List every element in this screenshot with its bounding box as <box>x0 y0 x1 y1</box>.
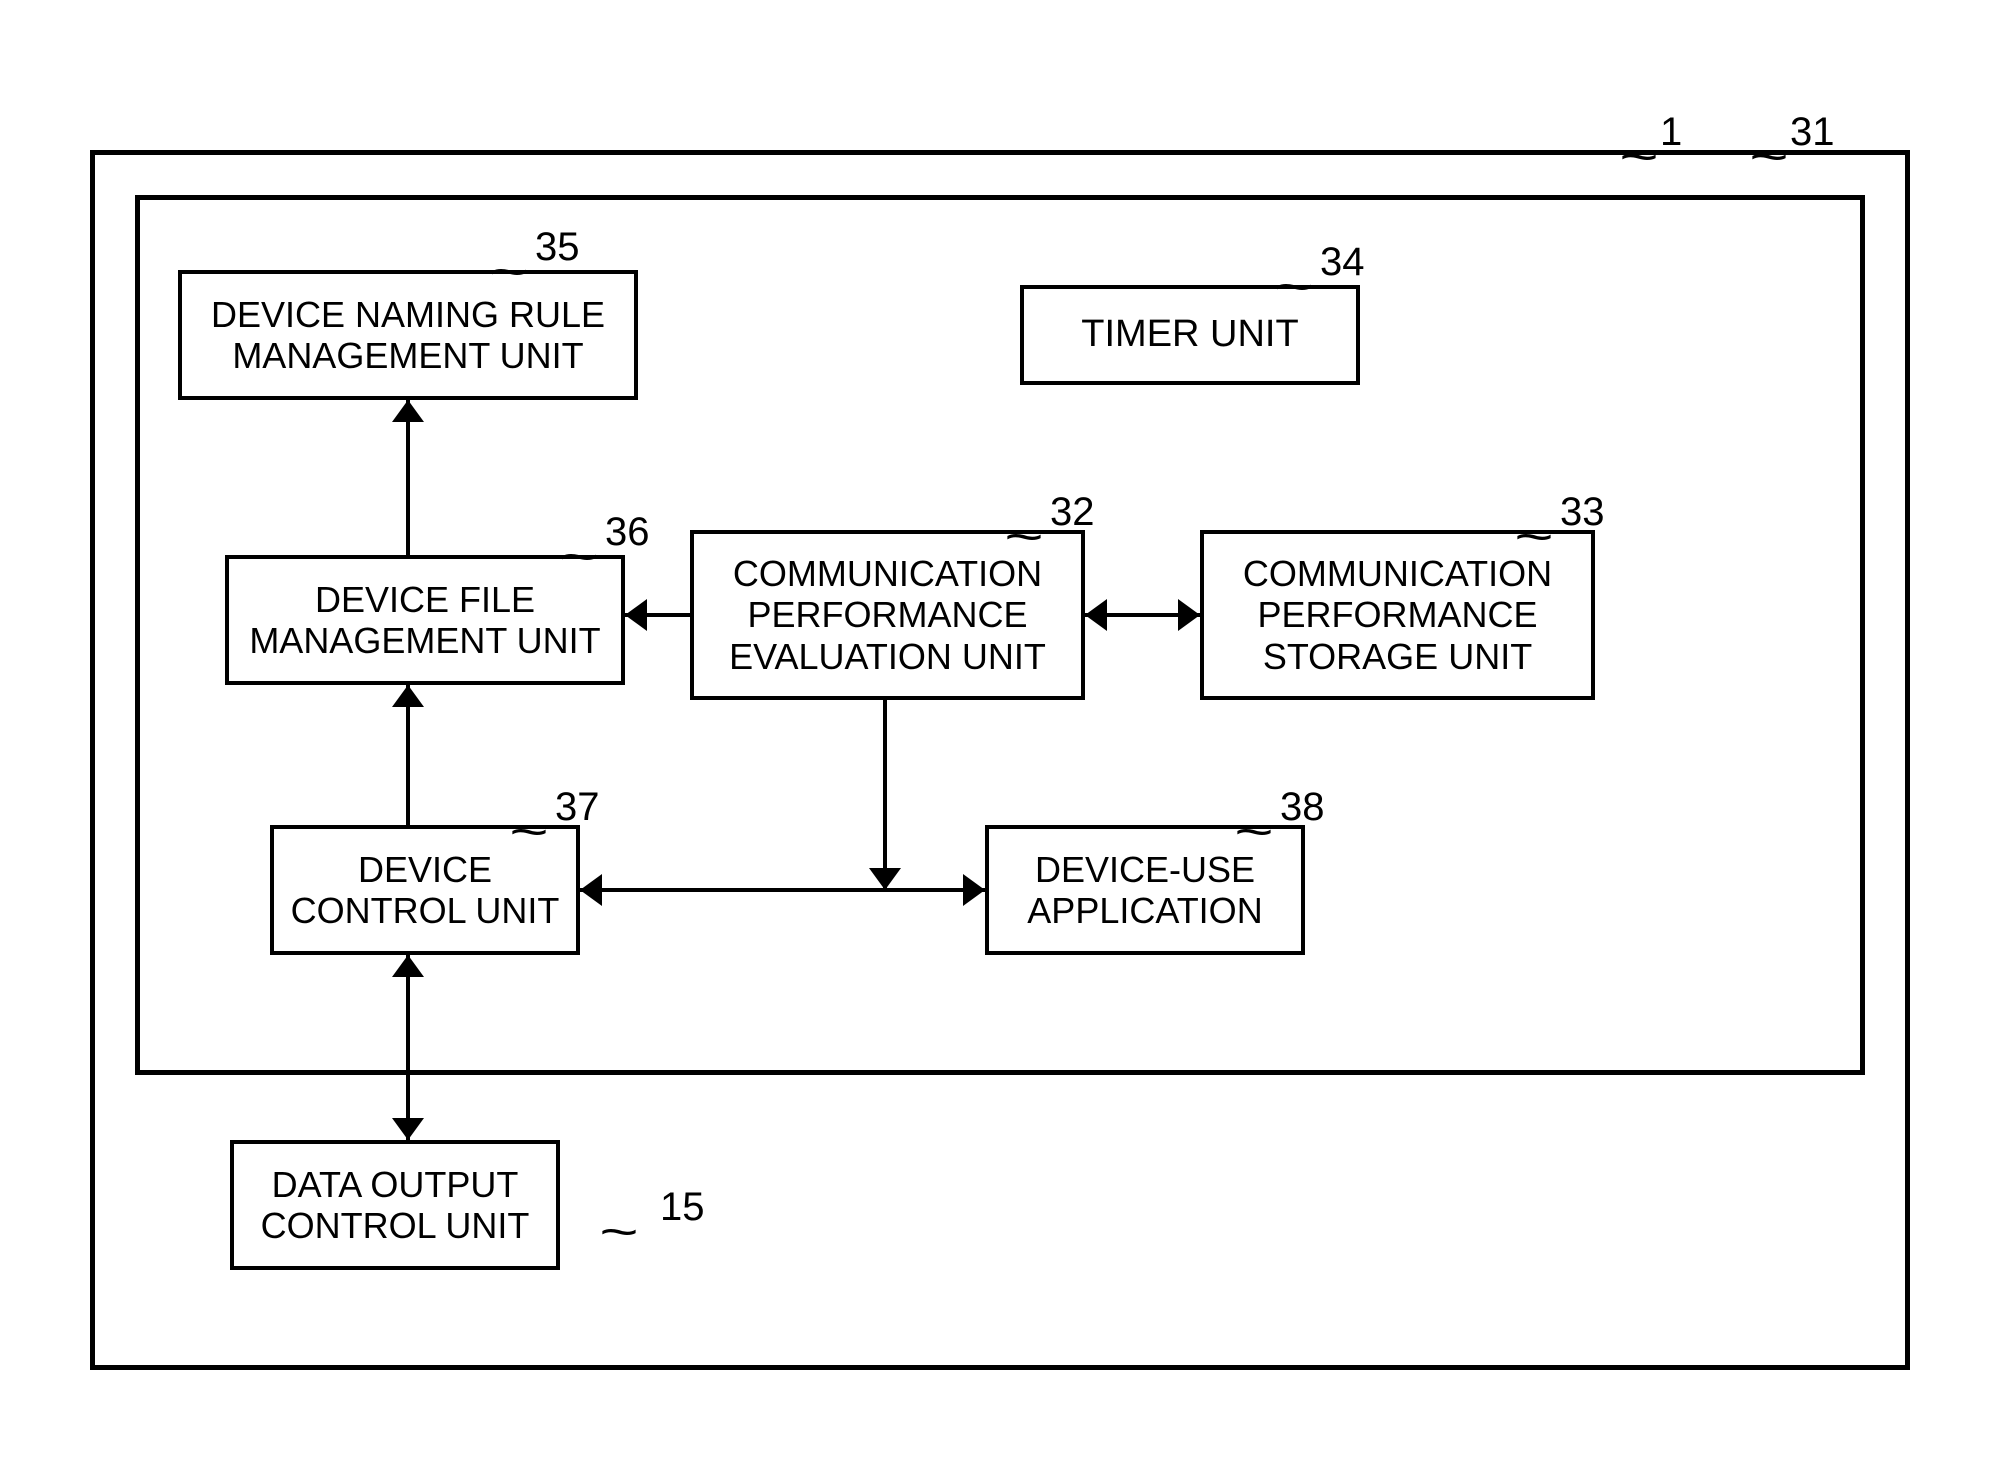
ref-label-1: 1 <box>1660 110 1682 155</box>
leader-tilde: ~ <box>1234 805 1273 860</box>
node-label: DEVICE FILEMANAGEMENT UNIT <box>249 579 600 662</box>
leader-tilde: ~ <box>1514 510 1553 565</box>
ref-label-34: 34 <box>1320 240 1365 285</box>
ref-label-35: 35 <box>535 225 580 270</box>
ref-label-15: 15 <box>660 1185 705 1230</box>
node-label: DATA OUTPUTCONTROL UNIT <box>261 1164 530 1247</box>
leader-tilde: ~ <box>489 245 528 300</box>
leader-tilde: ~ <box>1004 510 1043 565</box>
leader-tilde: ~ <box>599 1205 638 1260</box>
diagram-canvas: DEVICE NAMING RULEMANAGEMENT UNIT TIMER … <box>0 0 2000 1478</box>
leader-tilde: ~ <box>509 805 548 860</box>
ref-label-36: 36 <box>605 510 650 555</box>
node-label: TIMER UNIT <box>1081 313 1298 357</box>
node-data-output-control: DATA OUTPUTCONTROL UNIT <box>230 1140 560 1270</box>
leader-tilde: ~ <box>1619 130 1658 185</box>
node-label: COMMUNICATIONPERFORMANCESTORAGE UNIT <box>1243 553 1552 677</box>
leader-tilde: ~ <box>1274 260 1313 315</box>
ref-label-31: 31 <box>1790 110 1835 155</box>
node-label: DEVICE NAMING RULEMANAGEMENT UNIT <box>211 294 605 377</box>
ref-label-32: 32 <box>1050 490 1095 535</box>
ref-label-37: 37 <box>555 785 600 830</box>
node-device-naming-rule-mgmt: DEVICE NAMING RULEMANAGEMENT UNIT <box>178 270 638 400</box>
ref-label-33: 33 <box>1560 490 1605 535</box>
node-label: COMMUNICATIONPERFORMANCEEVALUATION UNIT <box>729 553 1046 677</box>
ref-label-38: 38 <box>1280 785 1325 830</box>
leader-tilde: ~ <box>1749 130 1788 185</box>
node-label: DEVICECONTROL UNIT <box>291 849 560 932</box>
leader-tilde: ~ <box>559 530 598 585</box>
node-label: DEVICE-USEAPPLICATION <box>1027 849 1262 932</box>
